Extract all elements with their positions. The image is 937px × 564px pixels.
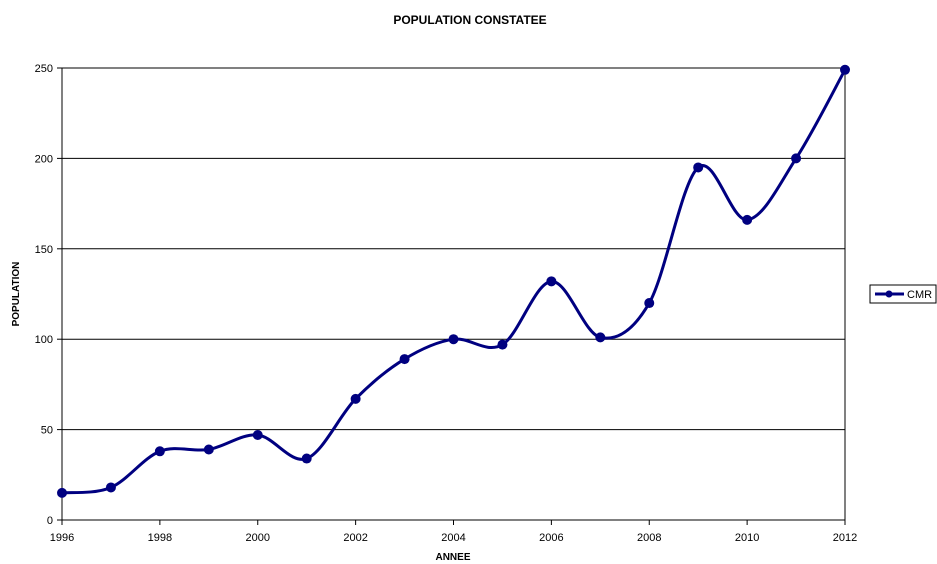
y-tick-label: 0	[47, 515, 53, 527]
data-point	[546, 276, 557, 287]
x-tick-labels: 1996 1998 2000 2002 2004 2006 2008 2010 2012	[50, 532, 857, 544]
x-tick-label: 1998	[148, 532, 172, 544]
y-tick-label: 100	[35, 334, 53, 346]
x-tick-label: 2010	[735, 532, 759, 544]
x-axis-title: ANNEE	[435, 552, 470, 563]
gridlines	[62, 67, 845, 431]
data-point	[791, 153, 802, 164]
data-point	[840, 64, 850, 75]
data-point	[644, 298, 655, 309]
legend: CMR	[869, 284, 937, 304]
data-point	[350, 393, 361, 404]
data-point	[497, 339, 508, 350]
y-tick-label: 250	[35, 63, 53, 75]
y-tick-label: 50	[41, 425, 53, 437]
data-point	[57, 487, 67, 498]
data-point	[742, 214, 753, 225]
data-point	[301, 453, 312, 464]
axes	[57, 67, 846, 525]
data-point	[399, 354, 410, 365]
x-tick-label: 2012	[833, 532, 857, 544]
x-tick-label: 2006	[539, 532, 563, 544]
data-point	[693, 162, 704, 173]
y-axis-title: POPULATION	[11, 262, 22, 327]
data-point	[595, 332, 606, 343]
y-tick-label: 200	[35, 153, 53, 165]
data-point	[154, 446, 165, 457]
y-tick-label: 150	[35, 244, 53, 256]
chart-title: POPULATION CONSTATEE	[393, 13, 546, 27]
legend-label-cmr: CMR	[907, 289, 932, 301]
x-tick-label: 2000	[246, 532, 270, 544]
data-point	[105, 482, 116, 493]
x-tick-label: 1996	[50, 532, 74, 544]
legend-marker-swatch	[885, 290, 893, 298]
x-tick-label: 2002	[343, 532, 367, 544]
series-cmr	[57, 64, 850, 498]
data-point	[252, 430, 263, 441]
y-tick-labels: 0 50 100 150 200 250	[35, 63, 53, 527]
data-point	[448, 334, 459, 345]
x-tick-label: 2008	[637, 532, 661, 544]
data-point	[203, 444, 214, 455]
x-tick-label: 2004	[441, 532, 465, 544]
